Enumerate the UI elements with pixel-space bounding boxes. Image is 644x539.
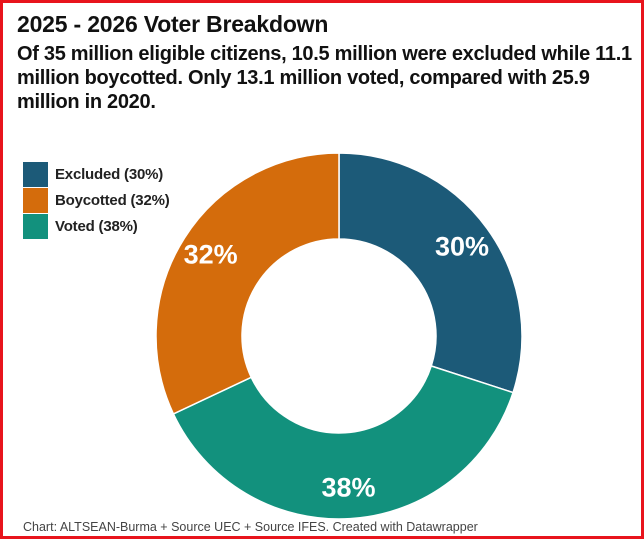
legend-item-1: Voted (38%) — [23, 213, 170, 239]
legend-item-2: Boycotted (32%) — [23, 187, 170, 213]
donut-slice-1 — [172, 365, 514, 520]
donut-slice-0 — [338, 152, 523, 394]
chart-subtitle: Of 35 million eligible citizens, 10.5 mi… — [17, 43, 632, 113]
legend-swatch — [23, 161, 48, 187]
slice-value-label-1: 38% — [322, 473, 376, 503]
legend-swatch — [23, 213, 48, 239]
donut-slice-2 — [155, 152, 340, 415]
chart-title: 2025 - 2026 Voter Breakdown — [17, 11, 329, 37]
slice-value-label-2: 32% — [184, 240, 238, 270]
slice-value-label-0: 30% — [435, 232, 489, 262]
legend-item-0: Excluded (30%) — [23, 161, 170, 187]
legend-label: Voted (38%) — [55, 217, 138, 235]
donut-chart: 30% 38% 32% — [155, 152, 523, 520]
legend-label: Boycotted (32%) — [55, 191, 170, 209]
source-credit: Chart: ALTSEAN-Burma + Source UEC + Sour… — [23, 520, 478, 534]
legend: Excluded (30%) Boycotted (32%) Voted (38%) — [23, 161, 170, 239]
legend-swatch — [23, 187, 48, 213]
legend-label: Excluded (30%) — [55, 165, 164, 183]
